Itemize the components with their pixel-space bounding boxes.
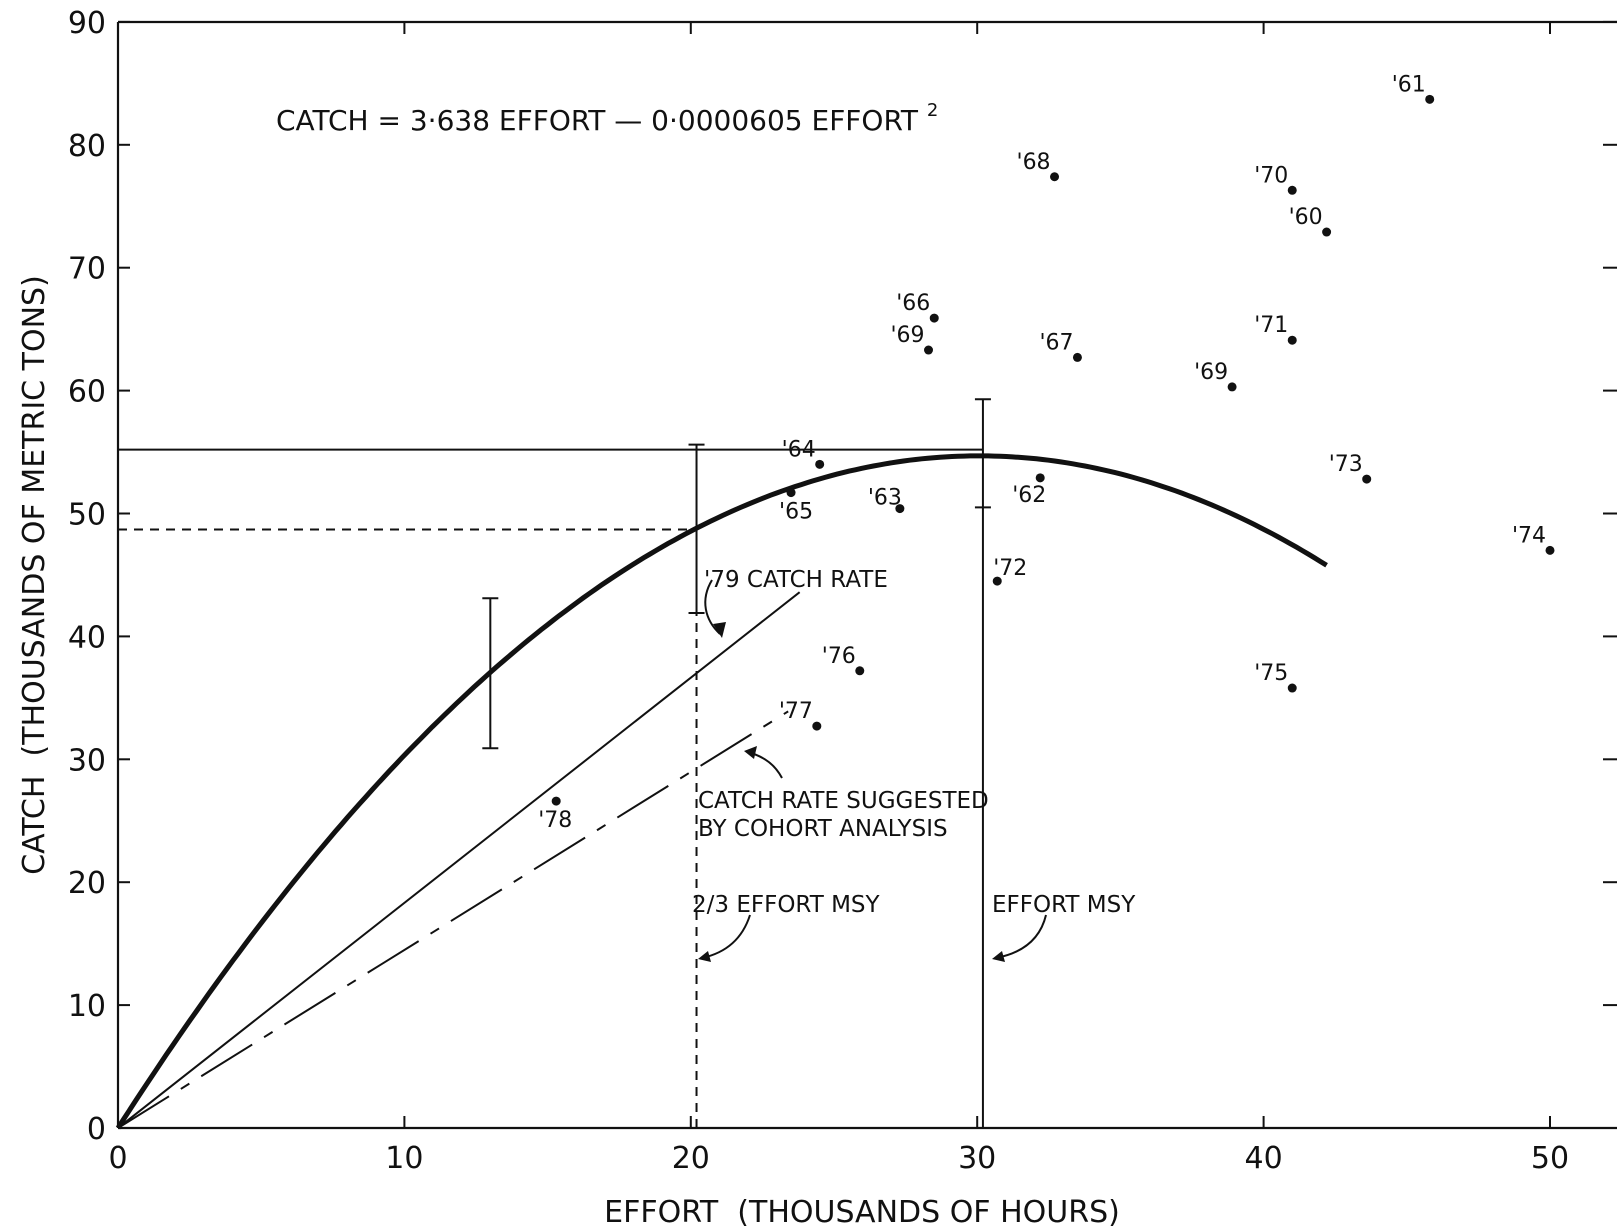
arrow-effort-msy-head: [992, 951, 1005, 962]
data-point-label: '70: [1254, 163, 1288, 188]
data-point-label: '62: [1012, 483, 1046, 508]
plot-frame: [116, 20, 1617, 1130]
annotation-arrows: [698, 579, 1047, 962]
data-point-label: '68: [1017, 150, 1051, 175]
data-point-label: '61: [1392, 72, 1426, 97]
data-point-label: '66: [896, 291, 930, 316]
annotation-cohort-line1: CATCH RATE SUGGESTED: [698, 788, 989, 814]
arrow-effort-msy: [995, 914, 1047, 959]
yield-curve-group: [115, 453, 1328, 1130]
error-bars: [482, 398, 991, 750]
y-tick-label: 0: [87, 1112, 106, 1147]
data-point: [812, 721, 822, 731]
data-point: [1322, 227, 1332, 237]
data-point-label: '74: [1512, 523, 1546, 548]
data-point-label: '72: [993, 556, 1027, 581]
data-point-label: '71: [1254, 313, 1288, 338]
annotations: CATCH = 3·638 EFFORT — 0·0000605 EFFORT …: [276, 100, 1136, 918]
data-point-label: '76: [822, 644, 856, 669]
error-bar: [688, 443, 705, 615]
data-point: [1425, 94, 1435, 104]
data-point-label: '69: [1194, 360, 1228, 385]
data-point-label: '73: [1329, 452, 1363, 477]
data-point: [551, 796, 561, 806]
x-tick-label: 20: [672, 1141, 710, 1176]
axis-ticks: [117, 20, 1617, 1129]
data-point: [1362, 474, 1372, 484]
data-point: [1227, 382, 1237, 392]
arrow-effort-23-head: [698, 951, 711, 962]
equation-text: CATCH = 3·638 EFFORT — 0·0000605 EFFORT: [276, 104, 919, 137]
annotation-cohort-line2: BY COHORT ANALYSIS: [698, 816, 948, 842]
annotation-effort-msy: EFFORT MSY: [992, 892, 1136, 918]
data-point: [815, 459, 825, 469]
data-point-label: '63: [868, 486, 902, 511]
cohort-catch-rate-line: [117, 710, 789, 1129]
y-tick-label: 80: [68, 129, 106, 164]
catch-rate-lines: [117, 591, 801, 1129]
x-tick-label: 30: [958, 1141, 996, 1176]
annotation-catch-rate-79: '79 CATCH RATE: [704, 567, 888, 593]
y-axis-label: CATCH (THOUSANDS OF METRIC TONS): [17, 275, 52, 875]
data-point: [1545, 545, 1555, 555]
x-axis-label: EFFORT (THOUSANDS OF HOURS): [604, 1195, 1120, 1230]
data-point: [1072, 352, 1082, 362]
data-point-label: '69: [891, 323, 925, 348]
x-tick-label: 10: [385, 1141, 423, 1176]
data-points: '60 '61 '62 '63 '64 '65 '66 '67 '68 '69 '69 '70 '71 '…: [538, 72, 1555, 833]
data-point: [929, 313, 939, 323]
data-point-label: '75: [1254, 661, 1288, 686]
error-bar: [974, 398, 991, 509]
arrow-catch-rate-79: [704, 579, 721, 635]
arrow-effort-23: [701, 914, 751, 959]
y-tick-label: 20: [68, 866, 106, 901]
catch-rate-79-line: [117, 591, 801, 1129]
data-point: [855, 666, 865, 676]
data-point: [786, 488, 796, 498]
axis-tick-labels: 0 10 20 30 40 50 0 10 20 30 40 50 60 70 80 90: [68, 6, 1569, 1176]
data-point: [895, 504, 905, 514]
reference-lines: [118, 448, 984, 1128]
data-point: [1287, 185, 1297, 195]
y-tick-label: 30: [68, 743, 106, 778]
x-tick-label: 50: [1531, 1141, 1569, 1176]
data-point-label: '77: [779, 699, 813, 724]
equation-superscript: 2: [927, 100, 938, 121]
data-point-label: '64: [782, 437, 816, 462]
x-tick-label: 0: [108, 1141, 127, 1176]
annotation-effort-23: 2/3 EFFORT MSY: [692, 892, 881, 918]
data-point: [1035, 473, 1045, 483]
data-point: [992, 576, 1002, 586]
data-point: [1287, 683, 1297, 693]
arrow-catch-rate-79-head: [713, 622, 726, 638]
data-point: [1050, 172, 1060, 182]
y-tick-label: 40: [68, 620, 106, 655]
x-tick-label: 40: [1245, 1141, 1283, 1176]
data-point-label: '78: [538, 808, 572, 833]
data-point-label: '65: [779, 500, 813, 525]
arrow-cohort-head: [744, 746, 757, 759]
yield-curve: [115, 453, 1328, 1130]
y-tick-label: 10: [68, 989, 106, 1024]
y-tick-label: 50: [68, 498, 106, 533]
y-tick-label: 70: [68, 252, 106, 287]
y-tick-label: 90: [68, 6, 106, 41]
data-point-label: '60: [1289, 205, 1323, 230]
error-bar: [482, 597, 499, 750]
data-point: [1287, 335, 1297, 345]
y-tick-label: 60: [68, 375, 106, 410]
data-point-label: '67: [1039, 330, 1073, 355]
equation-label: CATCH = 3·638 EFFORT — 0·0000605 EFFORT …: [276, 100, 938, 137]
data-point: [924, 345, 934, 355]
